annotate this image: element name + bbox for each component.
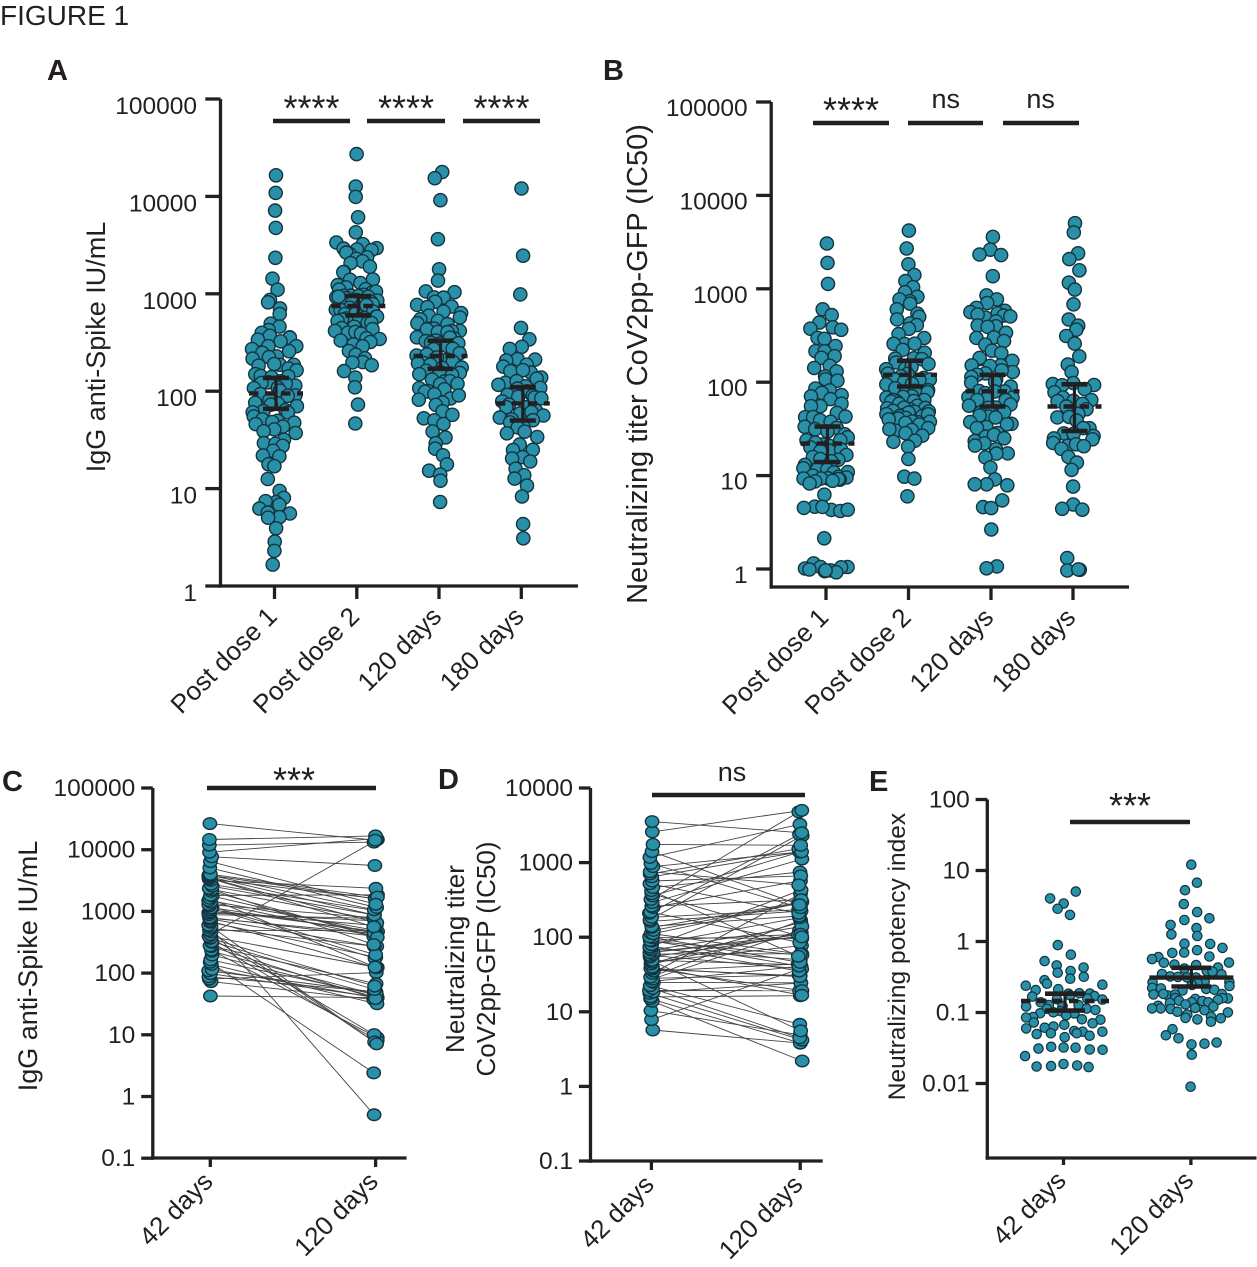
svg-text:1000: 1000 xyxy=(693,282,748,309)
svg-text:FIGURE 1: FIGURE 1 xyxy=(0,0,129,31)
svg-text:100: 100 xyxy=(156,385,197,412)
svg-text:E: E xyxy=(869,766,888,798)
svg-text:10: 10 xyxy=(943,858,970,885)
svg-text:1: 1 xyxy=(122,1084,136,1111)
svg-text:10000: 10000 xyxy=(680,188,748,215)
svg-text:Neutralizing titer CoV2pp-GFP: Neutralizing titer CoV2pp-GFP (IC50) xyxy=(622,124,654,604)
svg-text:****: **** xyxy=(378,88,434,129)
svg-text:100: 100 xyxy=(94,960,135,987)
svg-text:10000: 10000 xyxy=(505,775,573,802)
svg-text:B: B xyxy=(603,55,624,87)
svg-text:120 days: 120 days xyxy=(288,1166,384,1262)
svg-text:0.1: 0.1 xyxy=(539,1148,573,1175)
svg-text:120 days: 120 days xyxy=(713,1169,809,1265)
svg-text:1: 1 xyxy=(956,929,970,956)
svg-text:42 days: 42 days xyxy=(574,1169,660,1255)
svg-text:Neutralizing titer: Neutralizing titer xyxy=(440,865,470,1053)
svg-text:10: 10 xyxy=(720,469,747,496)
svg-text:10: 10 xyxy=(108,1022,135,1049)
svg-text:100000: 100000 xyxy=(54,775,136,802)
svg-text:100000: 100000 xyxy=(666,95,748,122)
svg-text:****: **** xyxy=(823,90,879,131)
svg-text:A: A xyxy=(47,55,68,87)
svg-text:10000: 10000 xyxy=(67,837,135,864)
svg-text:CoV2pp-GFP (IC50): CoV2pp-GFP (IC50) xyxy=(471,841,501,1076)
svg-text:****: **** xyxy=(473,88,529,129)
svg-text:100: 100 xyxy=(532,924,573,951)
svg-text:42 days: 42 days xyxy=(986,1165,1072,1251)
svg-text:120 days: 120 days xyxy=(1103,1165,1199,1261)
svg-text:D: D xyxy=(438,764,459,796)
svg-text:0.1: 0.1 xyxy=(101,1145,135,1172)
svg-text:****: **** xyxy=(283,88,339,129)
svg-text:Neutralizing potency index: Neutralizing potency index xyxy=(884,813,911,1100)
svg-text:120 days: 120 days xyxy=(903,602,999,698)
svg-text:1: 1 xyxy=(734,562,748,589)
svg-text:180 days: 180 days xyxy=(434,601,530,697)
svg-text:ns: ns xyxy=(932,84,961,114)
svg-text:120 days: 120 days xyxy=(351,601,447,697)
svg-text:C: C xyxy=(2,766,23,798)
svg-text:IgG anti-Spike IU/mL: IgG anti-Spike IU/mL xyxy=(81,222,111,473)
svg-text:42 days: 42 days xyxy=(133,1166,219,1252)
svg-text:1000: 1000 xyxy=(518,850,573,877)
svg-text:0.1: 0.1 xyxy=(936,1000,970,1027)
svg-text:10000: 10000 xyxy=(129,190,197,217)
svg-text:***: *** xyxy=(1109,785,1151,826)
svg-text:10: 10 xyxy=(546,999,573,1026)
svg-text:ns: ns xyxy=(1026,84,1055,114)
svg-text:0.01: 0.01 xyxy=(922,1071,970,1098)
svg-text:10: 10 xyxy=(170,483,197,510)
svg-text:100: 100 xyxy=(929,787,970,814)
svg-text:IgG anti-Spike IU/mL: IgG anti-Spike IU/mL xyxy=(13,841,43,1092)
svg-text:1000: 1000 xyxy=(81,898,136,925)
svg-text:***: *** xyxy=(273,760,315,801)
svg-text:1: 1 xyxy=(183,580,197,607)
svg-text:ns: ns xyxy=(718,757,747,787)
svg-text:180 days: 180 days xyxy=(985,602,1081,698)
svg-text:100000: 100000 xyxy=(115,93,197,120)
svg-text:100: 100 xyxy=(707,375,748,402)
svg-text:1: 1 xyxy=(559,1073,573,1100)
svg-text:1000: 1000 xyxy=(142,288,197,315)
